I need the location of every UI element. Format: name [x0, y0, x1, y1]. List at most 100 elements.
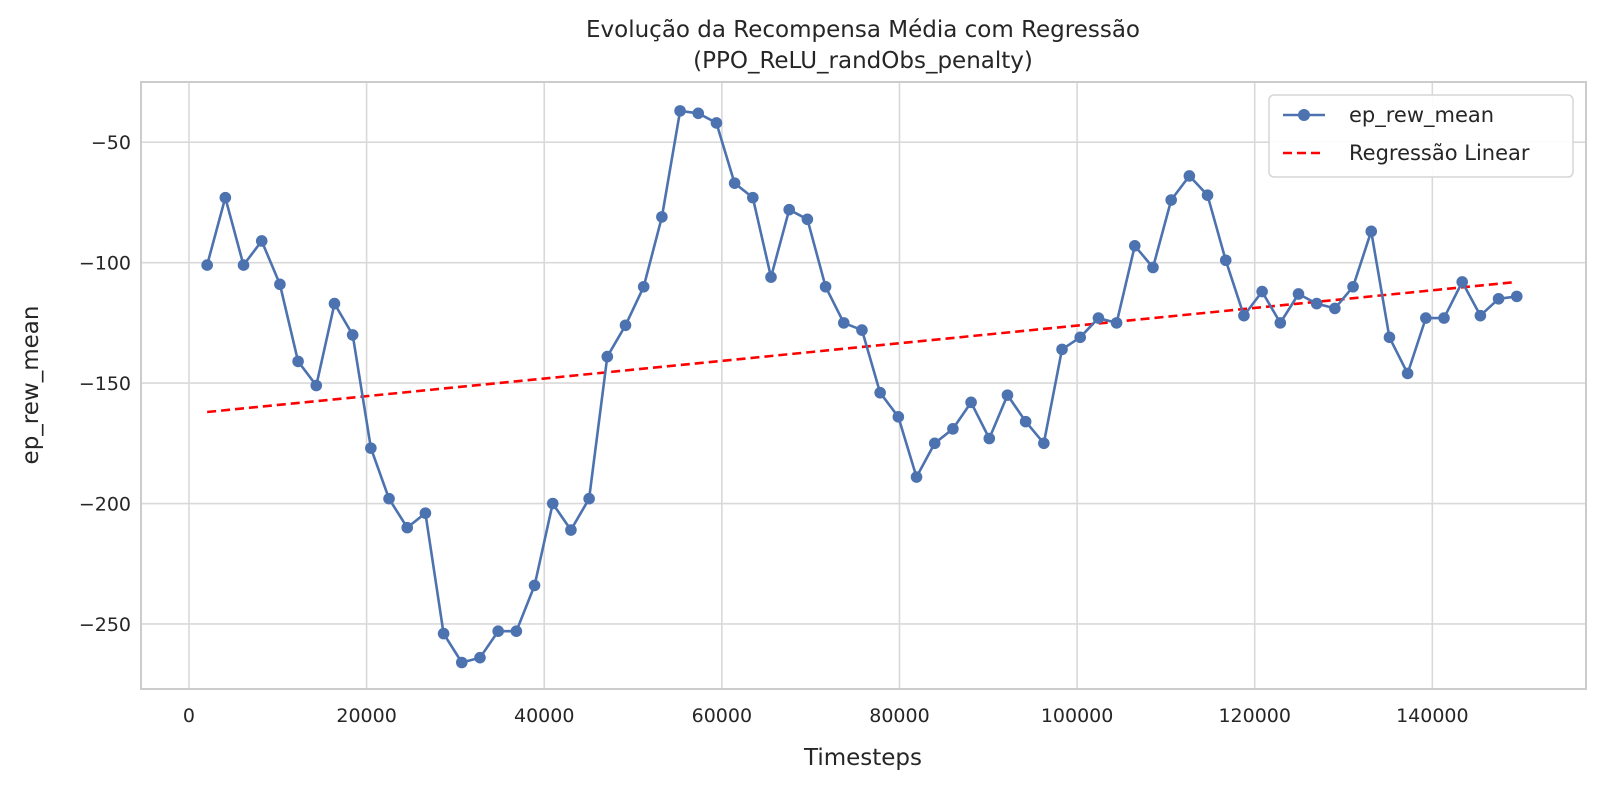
data-point	[237, 259, 250, 271]
data-point	[692, 107, 705, 120]
data-point	[1201, 189, 1214, 202]
data-point	[965, 396, 977, 409]
data-point	[292, 355, 304, 368]
data-point	[710, 117, 723, 129]
data-point	[783, 203, 795, 216]
data-point	[765, 271, 777, 283]
data-point	[474, 651, 486, 664]
data-point	[747, 191, 759, 204]
legend-swatch-marker	[1298, 109, 1310, 121]
y-tick-label: −150	[79, 373, 131, 395]
grid-lines	[141, 82, 1586, 689]
data-point	[1147, 261, 1159, 274]
regression-line	[207, 280, 1517, 414]
data-point	[346, 329, 359, 341]
data-point	[983, 432, 996, 445]
data-point	[455, 656, 468, 669]
data-point	[674, 105, 686, 117]
data-point	[1183, 170, 1196, 182]
data-point	[637, 280, 650, 293]
data-point	[1310, 297, 1323, 310]
data-point	[1238, 309, 1250, 322]
data-point	[1074, 331, 1087, 344]
data-point	[1438, 312, 1450, 324]
data-point	[565, 524, 577, 536]
data-point	[619, 319, 632, 332]
y-tick-label: −100	[79, 253, 131, 275]
data-point	[1056, 343, 1068, 356]
data-point	[819, 280, 832, 293]
data-point	[365, 442, 377, 454]
data-point	[1128, 239, 1141, 252]
x-tick-label: 140000	[1396, 705, 1469, 727]
x-axis-label: Timesteps	[803, 745, 922, 771]
data-point	[1001, 389, 1014, 401]
data-point	[1110, 317, 1123, 329]
data-point	[510, 625, 523, 637]
data-point	[947, 423, 959, 435]
data-point	[310, 379, 323, 392]
data-point	[892, 411, 905, 423]
data-point	[1292, 288, 1305, 300]
plot-frame	[140, 81, 1587, 690]
data-point	[201, 259, 213, 271]
data-point	[528, 579, 541, 592]
legend-label-regression: Regressão Linear	[1349, 141, 1530, 165]
x-tick-label: 40000	[514, 705, 574, 727]
data-point	[274, 278, 286, 291]
data-point	[656, 211, 668, 223]
data-point	[401, 521, 414, 534]
data-point	[255, 235, 268, 247]
data-point	[328, 297, 341, 310]
x-tick-label: 100000	[1041, 705, 1114, 727]
data-point	[1474, 309, 1487, 322]
data-point	[546, 497, 559, 510]
chart-subtitle: (PPO_ReLU_randObs_penalty)	[693, 48, 1033, 74]
x-tick-label: 60000	[692, 705, 752, 727]
data-point	[1347, 280, 1359, 293]
data-point	[1492, 292, 1505, 305]
x-tick-label: 0	[183, 705, 195, 727]
data-point	[728, 177, 741, 189]
data-point	[419, 507, 432, 519]
data-point	[1329, 302, 1341, 315]
chart-title: Evolução da Recompensa Média com Regress…	[586, 17, 1140, 43]
data-point	[1219, 254, 1232, 267]
data-point	[1092, 312, 1105, 324]
y-tick-label: −250	[79, 614, 131, 636]
data-point	[1420, 312, 1432, 324]
data-point	[1274, 317, 1287, 329]
data-point	[837, 317, 850, 329]
y-tick-labels: −250 −200 −150 −100 −50	[79, 132, 131, 636]
y-tick-label: −200	[79, 494, 131, 516]
data-point	[1456, 276, 1468, 288]
data-point	[1165, 194, 1177, 206]
data-point	[492, 625, 504, 637]
data-point	[1038, 437, 1050, 450]
y-axis-label: ep_rew_mean	[18, 306, 44, 465]
data-point	[928, 437, 941, 450]
data-point	[383, 492, 395, 505]
x-tick-labels: 0 20000 40000 60000 80000 100000 120000 140000	[183, 705, 1469, 727]
legend-box	[1268, 94, 1574, 178]
data-point	[1401, 367, 1414, 380]
x-tick-label: 120000	[1218, 705, 1291, 727]
data-point	[856, 324, 868, 336]
legend: ep_rew_mean Regressão Linear	[1268, 94, 1574, 178]
data-point	[910, 471, 923, 483]
data-point	[1256, 285, 1268, 298]
x-tick-label: 80000	[869, 705, 929, 727]
y-tick-label: −50	[91, 132, 131, 154]
data-point	[1019, 415, 1032, 428]
data-point	[1365, 225, 1378, 238]
data-point	[219, 191, 232, 204]
legend-label-series: ep_rew_mean	[1349, 103, 1494, 128]
data-point	[437, 627, 450, 640]
data-point	[583, 492, 595, 505]
data-point	[874, 386, 886, 399]
data-point	[1383, 331, 1396, 344]
data-point	[1510, 290, 1523, 303]
data-point	[601, 350, 614, 363]
series-layer	[201, 105, 1523, 669]
